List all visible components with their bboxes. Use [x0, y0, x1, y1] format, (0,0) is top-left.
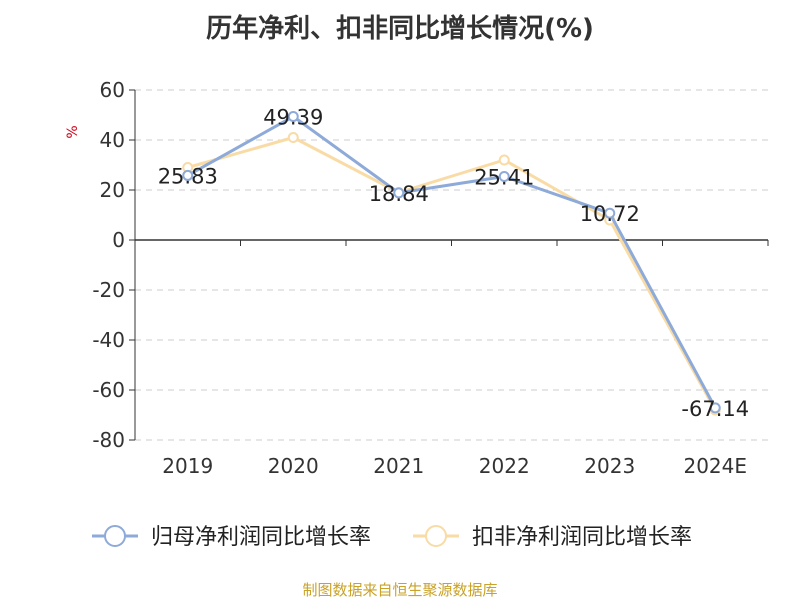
chart-title: 历年净利、扣非同比增长情况(%) [206, 14, 594, 44]
series-0-point [287, 111, 299, 123]
data-label: 18.84 [369, 182, 429, 206]
legend-marker-1 [425, 525, 447, 547]
data-label: -67.14 [681, 397, 749, 421]
y-tick-label: 40 [100, 128, 125, 152]
y-tick-label: 0 [112, 228, 125, 252]
grid-layer [135, 89, 768, 441]
legend-marker-0 [104, 525, 126, 547]
y-tick-label: -80 [92, 428, 125, 452]
legend-label-1: 扣非净利润同比增长率 [472, 525, 692, 550]
data-label: 25.83 [158, 164, 218, 188]
series-0-point [709, 402, 721, 414]
series-0-point [182, 169, 194, 181]
series-line-1 [187, 136, 717, 411]
data-label: 49.39 [263, 106, 323, 130]
source-note: 制图数据来自恒生聚源数据库 [302, 581, 498, 599]
series-0-point [498, 170, 510, 182]
legend-layer: 归母净利润同比增长率 扣非净利润同比增长率 [92, 525, 692, 550]
x-tick-label: 2022 [479, 454, 530, 478]
series-layer [182, 111, 721, 416]
y-tick-label: 20 [100, 178, 125, 202]
series-0-point [393, 187, 405, 199]
y-tick-label: 60 [100, 78, 125, 102]
data-label: 25.41 [474, 165, 534, 189]
axis-layer: 60 40 20 0 -20 -40 -60 -80 2019 2020 2021 2022 2023 2… [65, 78, 769, 478]
series-0-point [604, 207, 616, 219]
data-label: 10.72 [580, 202, 640, 226]
label-layer: 25.83 49.39 18.84 25.41 10.72 -67.14 [158, 106, 749, 421]
y-tick-label: -60 [92, 378, 125, 402]
x-tick-label: 2024E [683, 454, 747, 478]
x-tick-label: 2020 [268, 454, 319, 478]
x-tick-label: 2019 [162, 454, 213, 478]
y-tick-label: -40 [92, 328, 125, 352]
series-1-point [287, 132, 299, 143]
x-tick-label: 2021 [373, 454, 424, 478]
x-tick-label: 2023 [584, 454, 635, 478]
series-1-point [498, 154, 510, 166]
y-tick-label: -20 [92, 278, 125, 302]
series-line-0 [187, 115, 717, 409]
y-axis-unit: % [65, 125, 81, 138]
legend-label-0: 归母净利润同比增长率 [151, 525, 371, 550]
